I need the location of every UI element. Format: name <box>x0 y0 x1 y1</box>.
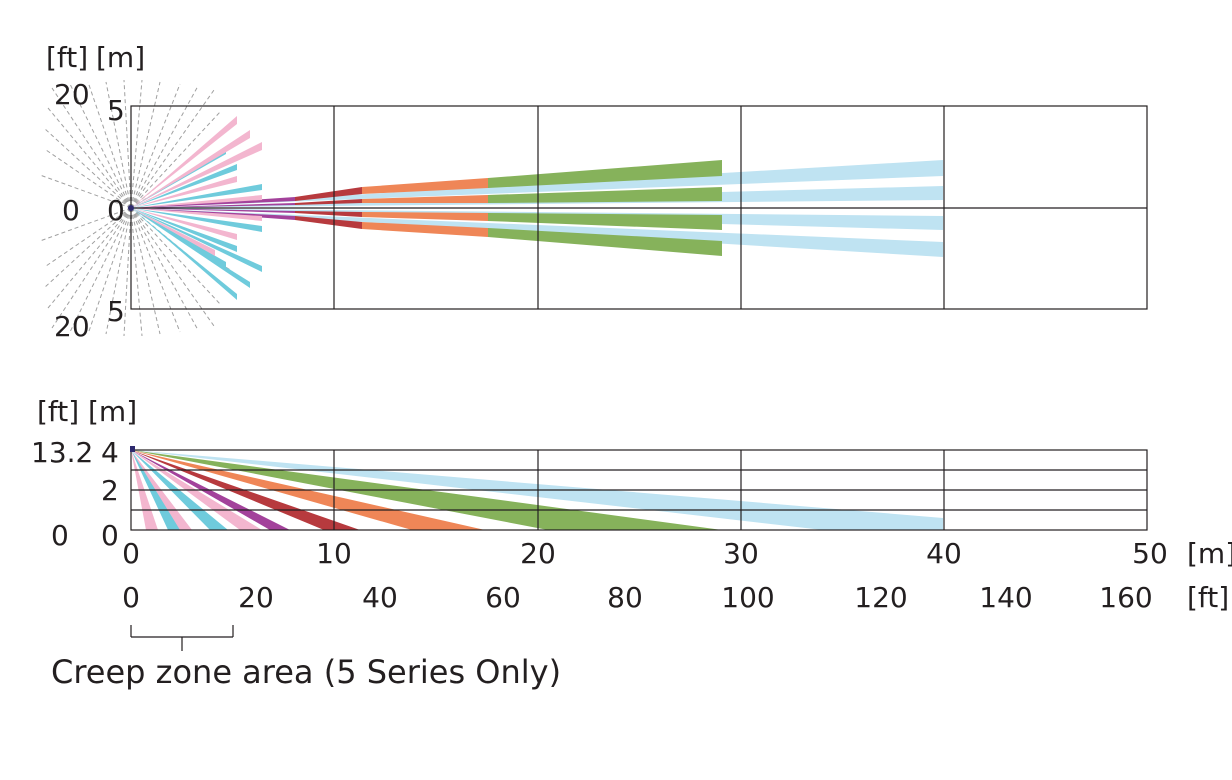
x-ft-tick: 160 <box>1099 581 1152 614</box>
beam-cyan <box>131 208 262 232</box>
x-m-unit: [m] <box>1187 537 1232 570</box>
beam-dark-red <box>295 187 362 201</box>
beam-purple <box>131 208 295 213</box>
side-unit-ft: [ft] <box>37 395 79 428</box>
side-sensor-marker <box>130 446 135 452</box>
side-y-ft-bottom: 0 <box>51 519 69 552</box>
x-ft-tick: 0 <box>122 581 140 614</box>
beam-dark-red <box>295 211 362 217</box>
x-m-tick: 40 <box>926 537 962 570</box>
x-m-tick: 0 <box>122 537 140 570</box>
top-y-m-top: 5 <box>107 94 125 127</box>
creep-zone-bracket <box>130 625 234 651</box>
beam-orange <box>362 222 488 237</box>
top-unit-ft: [ft] <box>46 41 88 74</box>
x-ft-tick: 60 <box>485 581 521 614</box>
side-view-grid <box>130 449 1148 531</box>
side-y-m-top: 4 <box>101 436 119 469</box>
beam-green <box>488 213 722 230</box>
x-axis-feet: 0 20 40 60 80 100 120 140 160 [ft] <box>122 581 1229 614</box>
beam-pink <box>131 130 250 208</box>
x-m-tick: 50 <box>1132 537 1168 570</box>
x-m-tick: 30 <box>723 537 759 570</box>
x-ft-tick: 40 <box>362 581 398 614</box>
beam-green <box>488 187 722 203</box>
beam-pink <box>131 142 262 208</box>
top-y-m-center: 0 <box>107 194 125 227</box>
beam-cyan <box>131 184 262 208</box>
x-ft-tick: 140 <box>979 581 1032 614</box>
top-sensor-marker <box>128 205 134 211</box>
top-y-m-bottom: 5 <box>107 295 125 328</box>
beam-dark-red <box>295 216 362 229</box>
x-ft-tick: 20 <box>238 581 274 614</box>
beam-pink <box>131 176 237 208</box>
top-view-grid <box>130 105 1148 310</box>
beam-pink <box>131 195 262 208</box>
beam-cyan <box>131 164 237 208</box>
beam-pink <box>131 208 237 240</box>
beam-cyan <box>131 208 237 252</box>
beam-pink <box>131 116 237 208</box>
side-y-m-bottom: 0 <box>101 519 119 552</box>
beam-cyan <box>131 208 250 288</box>
beam-orange <box>362 178 488 194</box>
creep-zone-label: Creep zone area (5 Series Only) <box>51 653 561 691</box>
beam-pink <box>131 208 215 256</box>
top-unit-m: [m] <box>96 41 145 74</box>
x-ft-tick: 80 <box>607 581 643 614</box>
side-y-ft-top: 13.2 <box>31 436 93 469</box>
beam-green <box>488 160 722 188</box>
side-y-m-mid: 2 <box>101 474 119 507</box>
x-m-tick: 10 <box>316 537 352 570</box>
beam-green <box>488 228 722 256</box>
side-unit-m: [m] <box>88 395 137 428</box>
beam-pink <box>131 208 262 221</box>
x-ft-unit: [ft] <box>1187 581 1229 614</box>
beam-orange <box>362 212 488 221</box>
beam-cyan <box>131 208 262 272</box>
x-axis-meters: 0 10 20 30 40 50 [m] <box>122 537 1232 570</box>
beam-purple <box>131 203 295 208</box>
x-ft-tick: 100 <box>721 581 774 614</box>
top-y-ft-bottom: 20 <box>54 310 90 343</box>
top-y-ft-top: 20 <box>54 78 90 111</box>
x-ft-tick: 120 <box>854 581 907 614</box>
beam-cyan <box>131 208 237 300</box>
beam-dark-red <box>295 199 362 205</box>
beam-orange <box>362 195 488 203</box>
x-m-tick: 20 <box>520 537 556 570</box>
top-y-ft-center: 0 <box>62 194 80 227</box>
